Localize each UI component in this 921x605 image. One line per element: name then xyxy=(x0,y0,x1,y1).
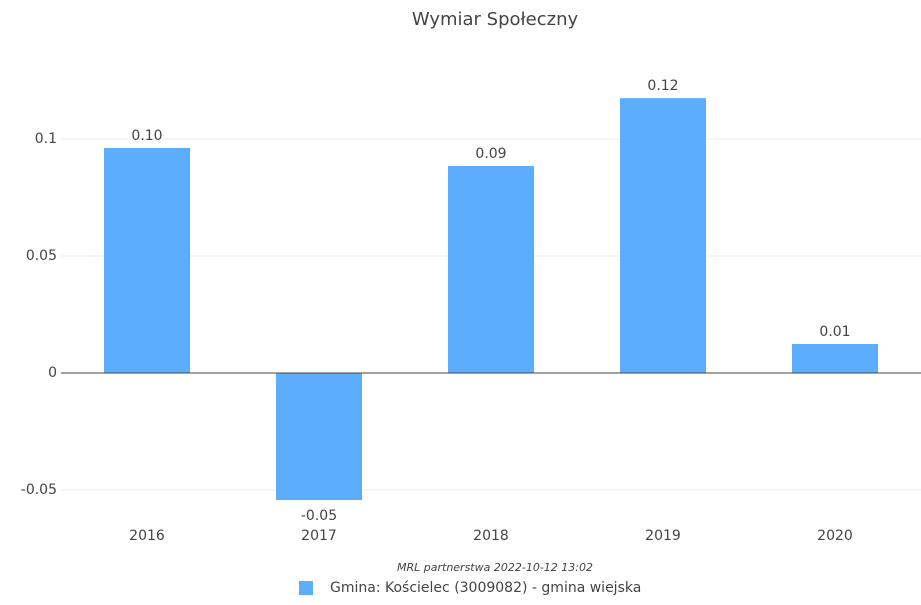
chart-title: Wymiar Społeczny xyxy=(412,9,579,30)
value-label: 0.09 xyxy=(475,146,506,162)
legend-label: Gmina: Kościelec (3009082) - gmina wiejs… xyxy=(330,580,641,596)
x-tick-label: 2018 xyxy=(473,528,509,544)
y-tick-label: 0 xyxy=(48,365,57,381)
bar xyxy=(104,147,190,374)
value-label: 0.01 xyxy=(819,324,850,340)
x-tick-label: 2016 xyxy=(129,528,165,544)
x-tick-label: 2017 xyxy=(301,528,337,544)
legend-swatch xyxy=(299,581,313,595)
y-tick-label: 0.05 xyxy=(26,248,57,264)
value-label: -0.05 xyxy=(301,508,337,524)
value-label: 0.10 xyxy=(131,128,162,144)
note: MRL partnerstwa 2022-10-12 13:02 xyxy=(397,561,593,574)
bar xyxy=(620,98,706,374)
value-label: 0.12 xyxy=(647,78,678,94)
x-tick-label: 2019 xyxy=(645,528,681,544)
bar xyxy=(448,165,534,374)
x-tick-label: 2020 xyxy=(817,528,853,544)
y-tick-label: 0.1 xyxy=(35,131,57,147)
bar xyxy=(792,343,878,374)
y-tick-label: -0.05 xyxy=(21,482,57,498)
bar xyxy=(276,373,362,501)
